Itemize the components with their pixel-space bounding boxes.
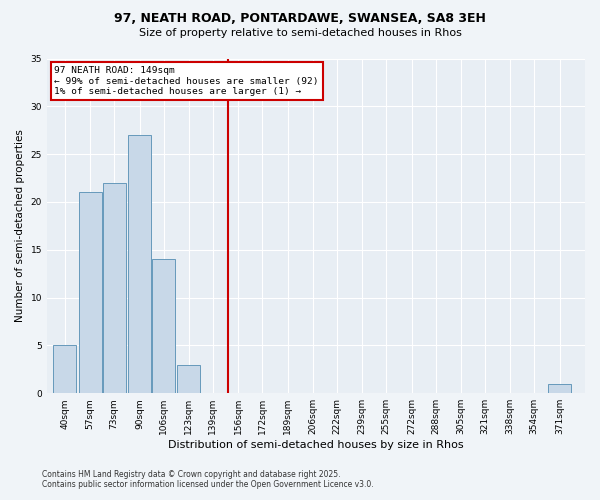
Bar: [128, 135, 151, 393]
Bar: [178, 364, 200, 393]
Bar: [152, 260, 175, 393]
Text: 97, NEATH ROAD, PONTARDAWE, SWANSEA, SA8 3EH: 97, NEATH ROAD, PONTARDAWE, SWANSEA, SA8…: [114, 12, 486, 26]
Text: 97 NEATH ROAD: 149sqm
← 99% of semi-detached houses are smaller (92)
1% of semi-: 97 NEATH ROAD: 149sqm ← 99% of semi-deta…: [55, 66, 319, 96]
Bar: [548, 384, 571, 393]
X-axis label: Distribution of semi-detached houses by size in Rhos: Distribution of semi-detached houses by …: [168, 440, 464, 450]
Bar: [79, 192, 102, 393]
Bar: [103, 183, 126, 393]
Y-axis label: Number of semi-detached properties: Number of semi-detached properties: [15, 130, 25, 322]
Text: Contains HM Land Registry data © Crown copyright and database right 2025.
Contai: Contains HM Land Registry data © Crown c…: [42, 470, 374, 489]
Text: Size of property relative to semi-detached houses in Rhos: Size of property relative to semi-detach…: [139, 28, 461, 38]
Bar: [53, 346, 76, 393]
